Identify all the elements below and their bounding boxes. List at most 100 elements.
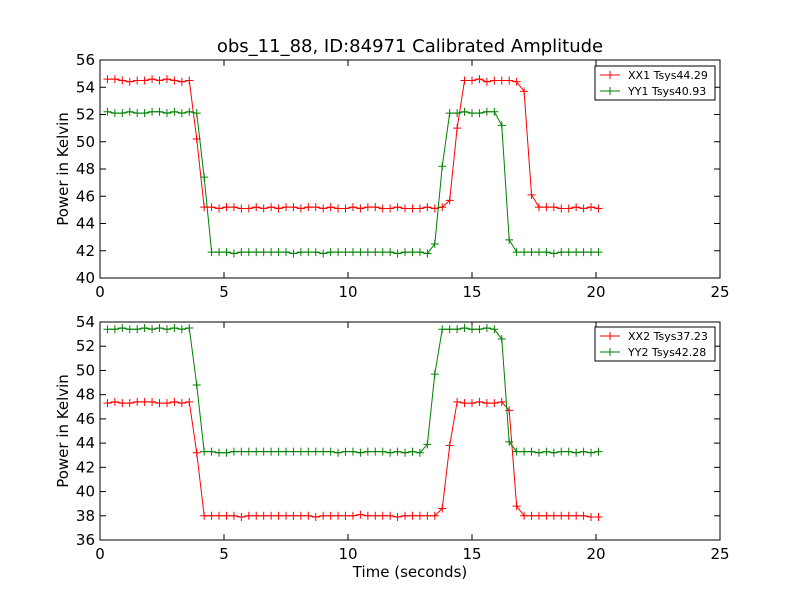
data-point-xx2 (162, 399, 171, 408)
data-point-yy2 (393, 447, 402, 456)
data-point-yy1 (215, 248, 224, 257)
data-point-xx2 (155, 399, 164, 408)
data-point-xx2 (148, 397, 157, 406)
data-point-yy1 (192, 109, 201, 118)
data-point-yy1 (177, 109, 186, 118)
data-point-xx2 (140, 397, 149, 406)
data-point-xx2 (527, 511, 536, 520)
plot-bottom-ticks: 0 5 10 15 20 25 36 38 40 42 44 46 48 50 52 54 (76, 313, 730, 563)
data-point-xx1 (237, 204, 246, 213)
data-point-xx1 (118, 76, 127, 85)
data-point-yy2 (423, 440, 432, 449)
data-point-xx1 (438, 203, 447, 212)
data-point-xx2 (229, 511, 238, 520)
data-point-xx2 (408, 511, 417, 520)
data-point-xx2 (237, 512, 246, 521)
data-point-xx2 (319, 511, 328, 520)
data-point-yy1 (490, 107, 499, 116)
data-point-yy1 (594, 248, 603, 257)
data-point-yy1 (274, 248, 283, 257)
data-point-xx1 (430, 204, 439, 213)
data-point-xx1 (453, 124, 462, 133)
data-point-yy1 (430, 239, 439, 248)
data-point-xx1 (520, 87, 529, 96)
plot-top-ytick-label: 40 (76, 269, 95, 287)
data-point-yy1 (520, 248, 529, 257)
data-point-yy1 (334, 248, 343, 257)
data-point-yy2 (252, 447, 261, 456)
data-point-yy2 (177, 325, 186, 334)
data-point-xx1 (564, 204, 573, 213)
data-point-yy2 (326, 447, 335, 456)
data-point-xx1 (185, 76, 194, 85)
data-point-yy2 (527, 447, 536, 456)
data-point-xx1 (512, 77, 521, 86)
data-point-xx1 (215, 204, 224, 213)
data-point-xx2 (445, 441, 454, 450)
plot-top-ytick-label: 42 (76, 242, 95, 260)
data-point-yy1 (118, 109, 127, 118)
data-point-yy1 (162, 109, 171, 118)
data-point-xx1 (594, 204, 603, 213)
data-point-xx2 (274, 511, 283, 520)
data-point-xx1 (155, 76, 164, 85)
data-point-xx1 (103, 75, 112, 84)
data-point-yy1 (423, 249, 432, 258)
data-point-yy2 (378, 447, 387, 456)
plot-top-ytick-label: 50 (76, 133, 95, 151)
plot-bottom-xtick-label: 20 (586, 545, 605, 563)
data-point-yy2 (475, 325, 484, 334)
data-point-yy1 (296, 248, 305, 257)
data-point-yy1 (304, 248, 313, 257)
data-point-yy2 (282, 447, 290, 456)
data-point-xx1 (356, 204, 365, 213)
data-point-xx2 (185, 397, 194, 406)
data-point-yy2 (520, 447, 529, 456)
data-point-yy1 (534, 248, 543, 257)
data-point-yy1 (542, 248, 551, 257)
data-point-xx2 (177, 399, 186, 408)
data-point-yy1 (557, 248, 566, 257)
plot-bottom-ytick-label: 42 (76, 458, 95, 476)
plot-top-ticks: 0 5 10 15 20 25 40 42 44 46 48 50 52 54 56 (76, 51, 730, 301)
data-point-yy2 (572, 448, 581, 457)
data-point-yy2 (505, 437, 514, 446)
data-point-xx2 (453, 397, 462, 406)
data-point-xx1 (319, 204, 328, 213)
plot-bottom-ytick-label: 44 (76, 434, 95, 452)
data-point-yy1 (125, 107, 134, 116)
data-point-yy1 (237, 248, 246, 257)
data-point-xx1 (274, 204, 283, 213)
data-point-xx2 (579, 511, 588, 520)
data-point-yy1 (319, 249, 328, 258)
plot-bottom-ylabel: Power in Kelvin (54, 374, 72, 488)
data-point-yy1 (445, 109, 454, 118)
data-point-xx2 (430, 511, 439, 520)
plot-top-series (103, 75, 603, 258)
data-point-xx1 (229, 203, 238, 212)
data-point-yy2 (371, 447, 380, 456)
data-point-yy1 (222, 248, 231, 257)
data-point-xx1 (140, 76, 149, 85)
data-point-xx2 (423, 511, 432, 520)
data-point-yy2 (133, 325, 142, 334)
data-point-yy1 (512, 248, 521, 257)
data-point-xx1 (527, 190, 536, 199)
data-point-xx1 (252, 203, 261, 212)
data-point-xx1 (170, 76, 179, 85)
data-point-yy1 (155, 107, 164, 116)
data-point-xx1 (148, 75, 157, 84)
data-point-xx2 (542, 511, 551, 520)
data-point-xx2 (386, 511, 395, 520)
legend-label-yy1: YY1 Tsys40.93 (627, 85, 706, 98)
data-point-yy2 (534, 448, 543, 457)
data-point-yy2 (594, 447, 603, 456)
data-point-xx2 (520, 511, 529, 520)
data-point-xx2 (378, 511, 387, 520)
data-point-yy1 (289, 249, 298, 258)
data-point-xx2 (296, 511, 305, 520)
data-point-xx2 (564, 511, 573, 520)
legend-label-xx2: XX2 Tsys37.23 (628, 330, 708, 343)
data-point-xx1 (207, 203, 216, 212)
